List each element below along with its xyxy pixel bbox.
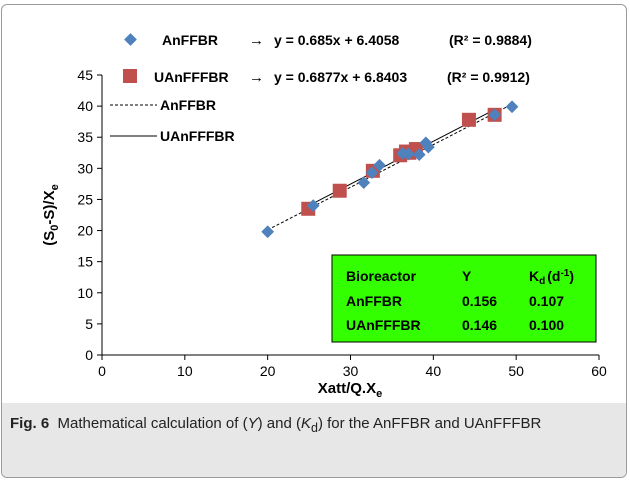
legend-series-uanfffbr: UAnFFFBR — [154, 69, 229, 85]
caption-y-symbol: Y — [247, 415, 258, 432]
scatter-chart: 0 10 20 30 40 50 60 0 5 10 15 20 25 30 35 40 45 Xatt/Q.X… — [41, 32, 607, 400]
table-row-2-y: 0.146 — [462, 317, 497, 333]
x-tick-label: 50 — [508, 363, 524, 379]
x-tick-label: 60 — [591, 363, 607, 379]
caption-text-1: Mathematical calculation of ( — [57, 415, 248, 432]
y-tick-label: 35 — [77, 129, 93, 145]
caption-k-symbol: K — [300, 415, 311, 432]
y-tick-label: 10 — [77, 285, 93, 301]
legend-equation-anffbr: y = 0.685x + 6.4058 — [274, 32, 400, 48]
table-header-y: Y — [462, 268, 472, 284]
x-axis-title: Xatt/Q.Xe — [318, 380, 382, 400]
table-row-2-kd: 0.100 — [529, 317, 564, 333]
y-tick-label: 40 — [77, 98, 93, 114]
x-tick-label: 40 — [426, 363, 442, 379]
legend-markers: AnFFBR → y = 0.685x + 6.4058 (R² = 0.988… — [123, 32, 532, 86]
point-anffbr — [402, 147, 415, 161]
y-tick-label: 15 — [77, 254, 93, 270]
y-tick-label: 0 — [85, 347, 93, 363]
x-tick-label: 0 — [98, 363, 106, 379]
point-uanfffbr — [332, 183, 347, 198]
caption-k-subscript: d — [311, 421, 318, 435]
point-anffbr — [488, 108, 501, 122]
point-anffbr — [412, 148, 426, 162]
data-points — [261, 100, 519, 239]
y-tick-label: 25 — [77, 191, 93, 207]
caption-text-3: ) for the AnFFBR and UAnFFFBR — [317, 415, 542, 432]
legend-series-anffbr: AnFFBR — [162, 32, 218, 48]
table-row-1-kd: 0.107 — [529, 293, 564, 309]
result-table: Bioreactor Y Kd (d-1) AnFFBR 0.156 0.107 … — [331, 254, 597, 343]
figure-frame: 0 10 20 30 40 50 60 0 5 10 15 20 25 30 35 40 45 Xatt/Q.X… — [1, 4, 627, 478]
point-anffbr — [421, 140, 435, 154]
x-tick-label: 10 — [177, 363, 193, 379]
point-anffbr — [306, 199, 320, 213]
point-anffbr — [261, 225, 275, 239]
legend-r2-uanfffbr: (R² = 0.9912) — [447, 69, 530, 85]
table-row-1-y: 0.156 — [462, 293, 497, 309]
caption-area — [2, 403, 626, 477]
legend-line-anffbr: AnFFBR — [160, 97, 216, 113]
y-tick-label: 20 — [77, 223, 93, 239]
legend-line-uanfffbr: UAnFFFBR — [160, 128, 235, 144]
y-tick-label: 45 — [77, 67, 93, 83]
x-tick-label: 20 — [260, 363, 276, 379]
legend-equation-uanfffbr: y = 0.6877x + 6.8403 — [274, 69, 407, 85]
line-style-legend: AnFFBR UAnFFFBR — [110, 97, 235, 144]
y-tick-label: 5 — [85, 316, 93, 332]
axis-ticks: 0 10 20 30 40 50 60 0 5 10 15 20 25 30 35 40 45 — [77, 67, 607, 379]
legend-arrow-1: → — [249, 32, 264, 49]
table-header-kd: Kd (d-1) — [529, 268, 574, 287]
point-uanfffbr — [461, 112, 476, 127]
point-anffbr — [505, 100, 519, 114]
y-axis-title: (S0-S)/Xe — [41, 184, 61, 245]
caption-text-2: ) and ( — [257, 415, 301, 432]
point-anffbr — [365, 166, 379, 180]
x-tick-label: 30 — [343, 363, 359, 379]
y-tick-label: 30 — [77, 160, 93, 176]
point-anffbr — [357, 176, 371, 190]
figure-caption: Fig. 6 Mathematical calculation of (Y) a… — [10, 413, 610, 439]
legend-diamond-marker — [124, 33, 137, 46]
result-table-background — [331, 254, 597, 343]
table-row-2-name: UAnFFFBR — [346, 317, 421, 333]
legend-arrow-2: → — [249, 69, 264, 86]
table-row-1-name: AnFFBR — [346, 293, 402, 309]
caption-figure-label: Fig. 6 — [10, 415, 50, 432]
legend-r2-anffbr: (R² = 0.9884) — [449, 32, 532, 48]
point-anffbr — [373, 158, 386, 172]
legend-square-marker — [123, 69, 137, 83]
table-header-bioreactor: Bioreactor — [346, 268, 417, 284]
